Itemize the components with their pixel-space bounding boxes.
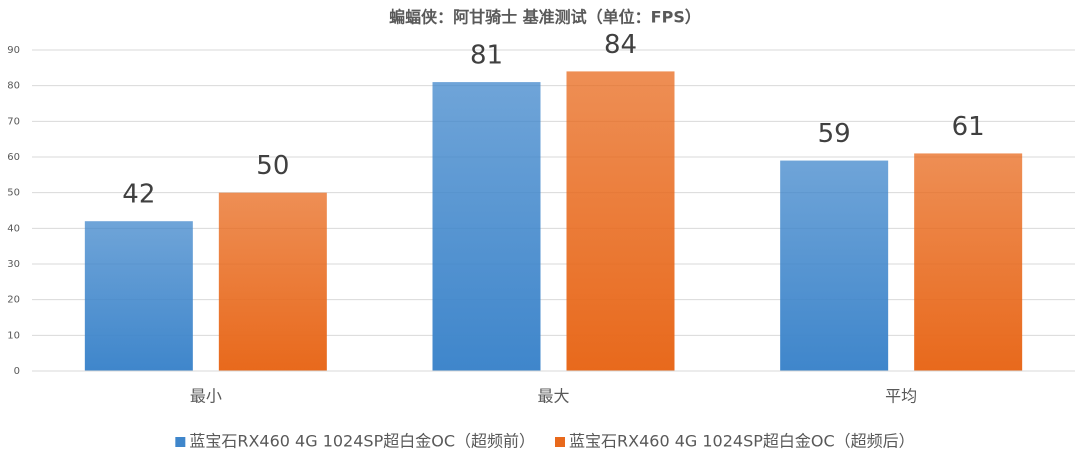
y-tick-label: 60 [7,152,20,163]
legend-swatch [175,437,186,447]
data-label: 50 [256,151,289,181]
bar [218,192,327,371]
bar [84,221,193,371]
bar [566,71,675,372]
y-tick-label: 80 [7,81,20,92]
legend-label: 蓝宝石RX460 4G 1024SP超白金OC（超频后） [569,432,915,451]
bar [780,160,889,371]
y-tick-label: 0 [14,366,20,377]
y-tick-label: 50 [7,188,20,199]
bar [432,82,541,371]
data-label: 84 [604,30,637,60]
x-tick-label: 最大 [537,387,569,406]
y-tick-label: 70 [7,116,20,127]
x-tick-label: 平均 [885,387,917,406]
x-tick-label: 最小 [190,387,222,406]
y-tick-label: 90 [7,45,20,56]
y-tick-label: 30 [7,259,20,270]
y-tick-label: 40 [7,223,20,234]
y-tick-label: 10 [7,330,20,341]
y-tick-label: 20 [7,295,20,306]
data-label: 42 [122,180,155,210]
legend-swatch [555,437,565,447]
data-label: 61 [952,112,985,142]
legend-label: 蓝宝石RX460 4G 1024SP超白金OC（超频前） [189,432,535,451]
data-label: 59 [818,119,851,149]
chart-title: 蝙蝠侠：阿甘骑士 基准测试（单位：FPS） [389,8,701,27]
data-label: 81 [470,41,503,71]
bar [914,153,1023,371]
